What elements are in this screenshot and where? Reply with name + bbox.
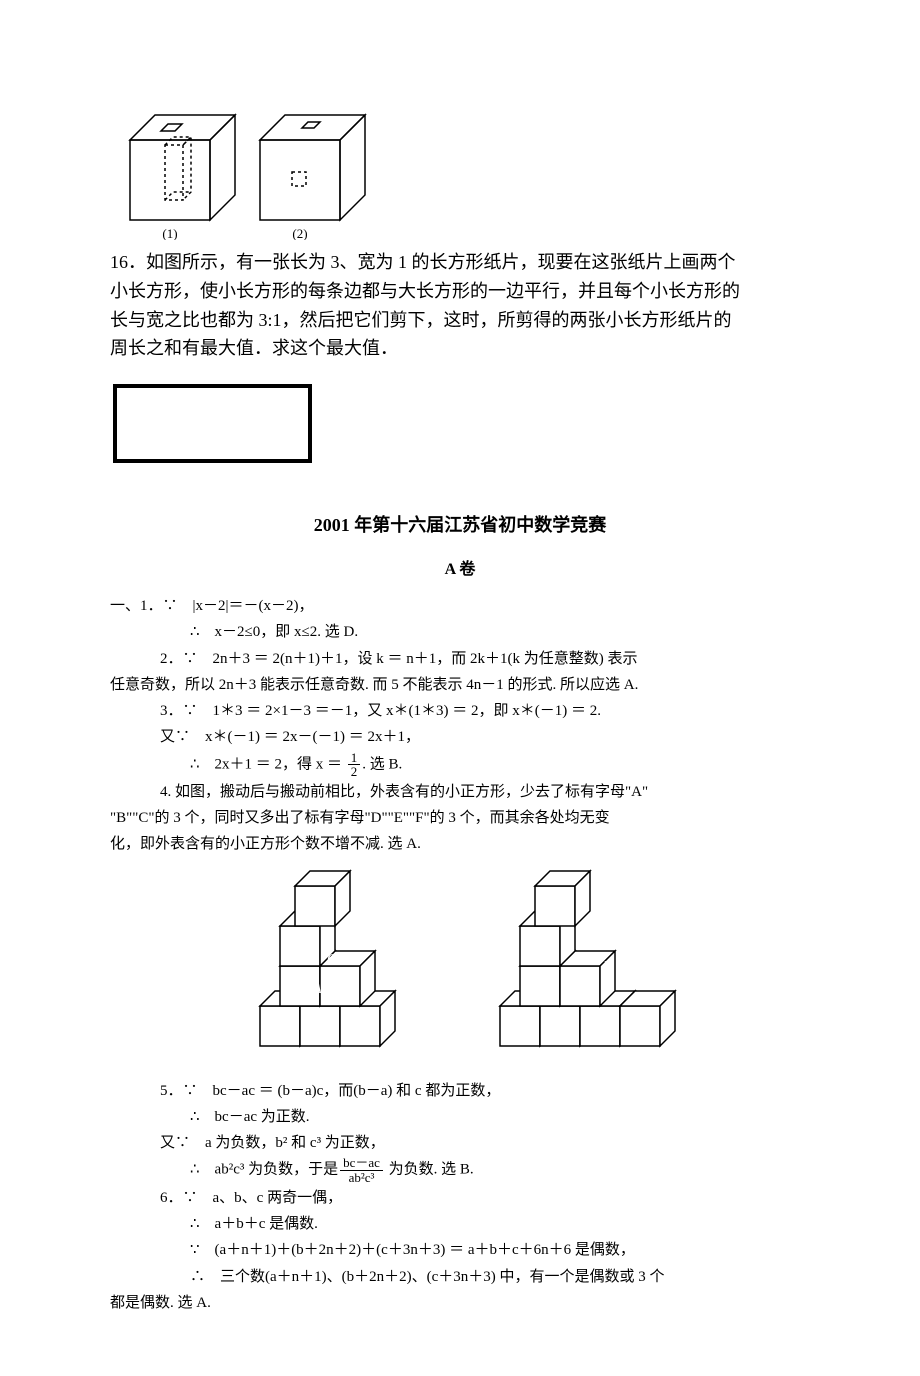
cubes-figure-mid: A B C (110, 866, 810, 1066)
label-A: A (312, 982, 322, 997)
cubes-figure-top: (1) (2) (110, 100, 810, 240)
s5-l1: 5．∵ bc－ac ＝ (b－a)c，而(b－a) 和 c 都为正数， (110, 1078, 810, 1104)
s3-l3b: . 选 B. (362, 756, 402, 772)
frac-half-den: 2 (348, 765, 361, 779)
label-C: C (327, 952, 337, 967)
s1-l2: ∴ x－2≤0，即 x≤2. 选 D. (110, 619, 810, 645)
s1-l1: 一、1．∵ |x－2|＝－(x－2)， (110, 593, 810, 619)
s5-l4: ∴ ab²c³ 为负数，于是bc－acab²c³ 为负数. 选 B. (110, 1156, 810, 1184)
fig-label-2: (2) (292, 226, 307, 240)
solutions-title: 2001 年第十六届江苏省初中数学竞赛 (110, 511, 810, 537)
p16-l2: 小长方形，使小长方形的每条边都与大长方形的一边平行，并且每个小长方形的 (110, 281, 740, 301)
fig-label-1: (1) (162, 226, 177, 240)
s5-l3: 又∵ a 为负数，b² 和 c³ 为正数， (110, 1130, 810, 1156)
rectangle-figure (110, 381, 810, 471)
s6-l4: ∴ 三个数(a＋n＋1)、(b＋2n＋2)、(c＋3n＋3) 中，有一个是偶数或… (110, 1264, 810, 1290)
s4-l2: "B""C"的 3 个，同时又多出了标有字母"D""E""F"的 3 个，而其余… (110, 805, 810, 831)
cubes-svg-top: (1) (2) (110, 100, 370, 240)
s6-l3: ∵ (a＋n＋1)＋(b＋2n＋2)＋(c＋3n＋3) ＝ a＋b＋c＋6n＋6… (110, 1237, 810, 1263)
rect-svg (110, 381, 320, 471)
p16-l4: 周长之和有最大值．求这个最大值． (110, 338, 398, 358)
s6-l5: 都是偶数. 选 A. (110, 1290, 810, 1316)
s5-l4b: 为负数. 选 B. (385, 1162, 474, 1178)
frac-half-num: 1 (348, 751, 361, 766)
solutions-sub: A 卷 (110, 555, 810, 579)
label-F: F (589, 991, 599, 1006)
frac-bcac-den: ab²c³ (340, 1171, 383, 1185)
s3-l3a: ∴ 2x＋1 ＝ 2，得 x ＝ (190, 756, 346, 772)
problem-16: 16．如图所示，有一张长为 3、宽为 1 的长方形纸片，现要在这张纸片上画两个 … (110, 248, 810, 363)
p16-l3: 长与宽之比也都为 3:1，然后把它们剪下，这时，所剪得的两张小长方形纸片的 (110, 310, 732, 330)
cubes-mid-svg: A B C (220, 866, 700, 1066)
frac-bcac: bc－acab²c³ (340, 1156, 383, 1184)
label-B: B (333, 972, 341, 987)
frac-half: 12 (348, 751, 361, 779)
s3-l2: 又∵ x＊(－1) ＝ 2x－(－1) ＝ 2x＋1， (110, 724, 810, 750)
s3-l1: 3．∵ 1＊3 ＝ 2×1－3 ＝－1，又 x＊(1＊3) ＝ 2，即 x＊(－… (110, 698, 810, 724)
s5-l4a: ∴ ab²c³ 为负数，于是 (190, 1162, 338, 1178)
s4-l3: 化，即外表含有的小正方形个数不增不减. 选 A. (110, 831, 810, 857)
p16-num: 16． (110, 252, 146, 272)
label-E: E (568, 971, 577, 986)
s4-l1: 4. 如图，搬动后与搬动前相比，外表含有的小正方形，少去了标有字母"A" (110, 779, 810, 805)
s6-l2: ∴ a＋b＋c 是偶数. (110, 1211, 810, 1237)
s6-l1: 6．∵ a、b、c 两奇一偶， (110, 1185, 810, 1211)
s5-l2: ∴ bc－ac 为正数. (110, 1104, 810, 1130)
s3-l3: ∴ 2x＋1 ＝ 2，得 x ＝ 12. 选 B. (110, 751, 810, 779)
frac-bcac-num: bc－ac (340, 1156, 383, 1171)
s2-l2: 任意奇数，所以 2n＋3 能表示任意奇数. 而 5 不能表示 4n－1 的形式.… (110, 672, 810, 698)
label-D: D (602, 959, 613, 974)
s2-l1: 2．∵ 2n＋3 ＝ 2(n＋1)＋1，设 k ＝ n＋1，而 2k＋1(k 为… (110, 646, 810, 672)
p16-l1: 如图所示，有一张长为 3、宽为 1 的长方形纸片，现要在这张纸片上画两个 (146, 252, 736, 272)
